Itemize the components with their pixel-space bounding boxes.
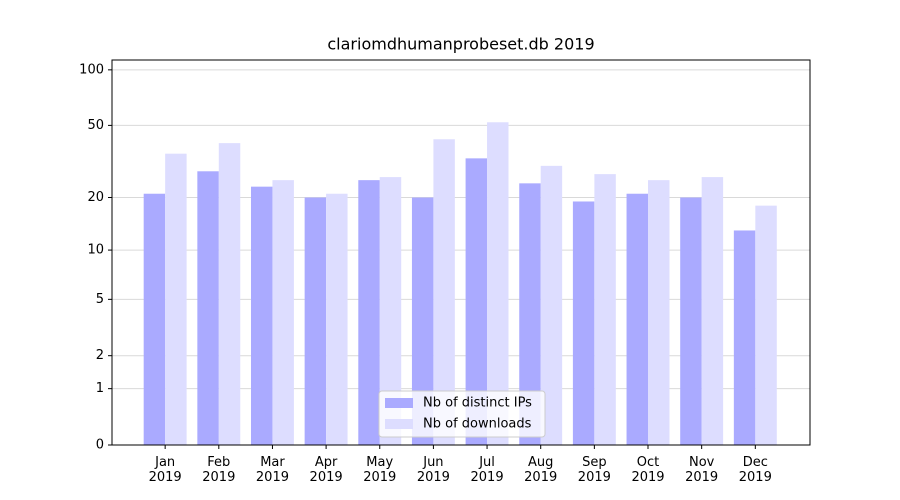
legend-label: Nb of downloads	[423, 417, 532, 432]
bar	[379, 177, 402, 445]
legend-swatch	[385, 419, 413, 429]
x-tick-label: Sep 2019	[578, 455, 611, 485]
legend-label: Nb of distinct IPs	[423, 396, 532, 411]
bar	[755, 205, 777, 445]
bar	[358, 180, 380, 445]
plot-frame	[111, 59, 811, 446]
bar	[218, 143, 241, 445]
bar	[304, 197, 327, 445]
bar	[626, 193, 649, 445]
x-tick-label: Aug 2019	[524, 455, 557, 485]
bar	[701, 177, 724, 445]
y-tick-label: 10	[87, 243, 104, 258]
legend-box	[378, 390, 546, 438]
bar	[648, 180, 670, 445]
bar	[250, 186, 273, 446]
bar	[487, 122, 509, 445]
x-tick-label: Mar 2019	[256, 455, 289, 485]
y-tick-label: 0	[96, 438, 104, 453]
chart-title: clariomdhumanprobeset.db 2019	[327, 35, 594, 54]
x-tick-label: Apr 2019	[310, 455, 343, 485]
x-tick-label: Dec 2019	[739, 455, 772, 485]
x-tick-label: Jul 2019	[471, 455, 504, 485]
bar	[594, 174, 616, 445]
bar	[540, 165, 563, 445]
bar	[680, 197, 702, 445]
bar	[165, 153, 187, 446]
x-tick-label: May 2019	[363, 455, 396, 485]
x-tick-label: Nov 2019	[685, 455, 718, 485]
x-tick-label: Jun 2019	[417, 455, 450, 485]
bar	[733, 230, 756, 445]
bar	[519, 183, 541, 445]
y-tick-label: 2	[96, 348, 104, 363]
legend-swatch	[385, 398, 413, 408]
x-tick-label: Feb 2019	[202, 455, 235, 485]
y-tick-label: 50	[87, 118, 104, 133]
bar	[411, 197, 434, 445]
bar	[143, 193, 166, 445]
x-tick-label: Oct 2019	[631, 455, 664, 485]
bar	[572, 201, 595, 445]
y-tick-label: 5	[96, 292, 104, 307]
y-tick-label: 1	[96, 381, 104, 396]
y-tick-label: 100	[79, 62, 104, 77]
bar	[272, 180, 294, 445]
bar	[465, 158, 488, 445]
bar	[326, 193, 348, 445]
x-tick-label: Jan 2019	[149, 455, 182, 485]
y-tick-label: 20	[87, 190, 104, 205]
bar	[433, 139, 455, 445]
bar	[197, 171, 219, 445]
